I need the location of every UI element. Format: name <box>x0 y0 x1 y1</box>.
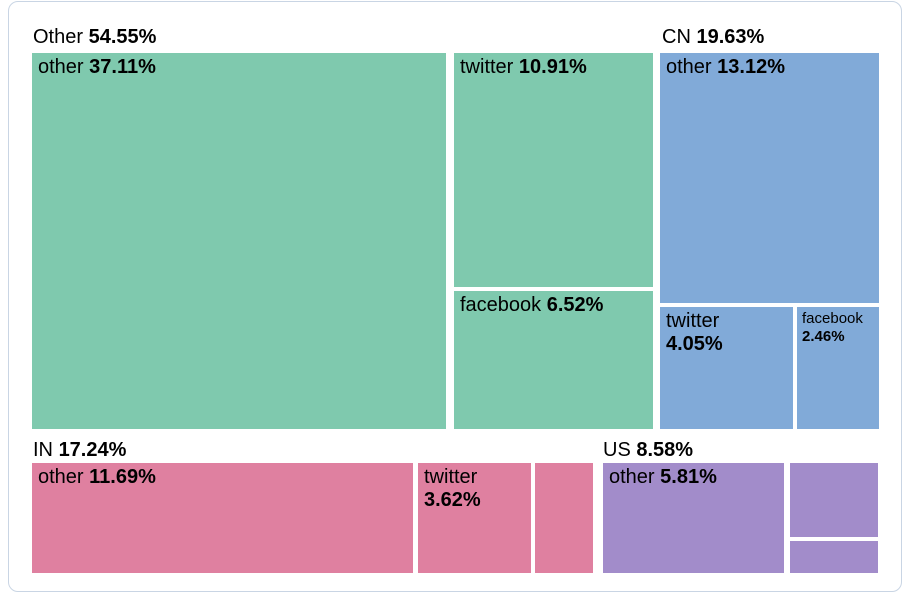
treemap-node-us-facebook[interactable] <box>790 541 878 573</box>
node-name: facebook <box>802 310 863 327</box>
node-label: facebook 6.52% <box>454 291 653 317</box>
treemap-node-cn-facebook[interactable]: facebook 2.46% <box>797 307 879 429</box>
node-label: other 5.81% <box>603 463 784 489</box>
group-percent: 19.63% <box>696 26 765 48</box>
group-name: Other <box>33 26 89 48</box>
node-label: facebook 2.46% <box>797 307 879 346</box>
node-label: other 13.12% <box>660 53 879 79</box>
node-percent: 13.12% <box>717 56 785 78</box>
node-percent: 37.11% <box>89 56 156 78</box>
node-percent: 2.46% <box>802 328 845 345</box>
node-percent: 10.91% <box>518 56 587 78</box>
node-name: other <box>38 56 90 78</box>
group-percent: 17.24% <box>58 439 127 461</box>
treemap-node-cn-twitter[interactable]: twitter 4.05% <box>660 307 793 429</box>
group-name: CN <box>662 26 697 48</box>
treemap-node-in-facebook[interactable] <box>535 463 593 573</box>
group-label-other-group: Other 54.55% <box>33 26 156 49</box>
group-percent: 8.58% <box>636 439 694 461</box>
group-percent: 54.55% <box>88 26 157 48</box>
group-label-us: US 8.58% <box>603 439 693 462</box>
node-label: other 11.69% <box>32 463 413 489</box>
treemap-node-other-group-facebook[interactable]: facebook 6.52% <box>454 291 653 429</box>
treemap-node-cn-other[interactable]: other 13.12% <box>660 53 879 303</box>
node-percent: 11.69% <box>89 466 156 488</box>
treemap-node-other-group-twitter[interactable]: twitter 10.91% <box>454 53 653 287</box>
treemap-node-in-other[interactable]: other 11.69% <box>32 463 413 573</box>
node-name: twitter <box>666 310 720 332</box>
node-label: twitter 10.91% <box>454 53 653 79</box>
group-label-cn: CN 19.63% <box>662 26 764 49</box>
treemap-node-other-group-other[interactable]: other 37.11% <box>32 53 446 429</box>
group-name: US <box>603 439 637 461</box>
treemap-node-us-twitter[interactable] <box>790 463 878 537</box>
node-label: twitter 4.05% <box>660 307 793 356</box>
node-name: other <box>609 466 661 488</box>
group-label-in: IN 17.24% <box>33 439 126 462</box>
treemap-node-us-other[interactable]: other 5.81% <box>603 463 784 573</box>
node-percent: 3.62% <box>424 489 481 512</box>
node-percent: 5.81% <box>660 466 717 488</box>
group-name: IN <box>33 439 59 461</box>
node-percent: 6.52% <box>546 294 604 316</box>
node-name: facebook <box>460 294 547 316</box>
node-name: other <box>666 56 718 78</box>
node-label: twitter 3.62% <box>418 463 531 512</box>
treemap-node-in-twitter[interactable]: twitter 3.62% <box>418 463 531 573</box>
node-label: other 37.11% <box>32 53 446 79</box>
node-name: twitter <box>424 466 478 488</box>
node-name: twitter <box>460 56 519 78</box>
node-percent: 4.05% <box>666 333 723 356</box>
node-name: other <box>38 466 90 488</box>
